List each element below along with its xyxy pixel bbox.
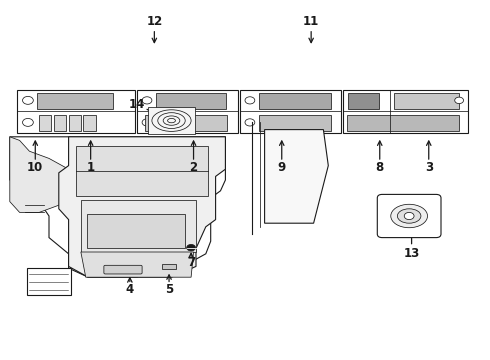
Circle shape (23, 118, 33, 126)
Bar (145, 115, 227, 131)
Circle shape (245, 97, 255, 104)
Text: 2: 2 (190, 161, 197, 174)
Bar (240, 90, 341, 133)
Text: 9: 9 (278, 161, 286, 174)
Bar (27, 268, 71, 295)
Circle shape (23, 96, 33, 104)
Text: 4: 4 (126, 283, 134, 296)
Circle shape (455, 97, 464, 104)
Bar (81, 200, 196, 252)
Bar (17, 90, 135, 133)
Circle shape (245, 119, 255, 126)
Polygon shape (10, 137, 69, 212)
Bar (394, 94, 460, 109)
Bar (39, 115, 51, 131)
Polygon shape (265, 130, 328, 223)
FancyBboxPatch shape (377, 194, 441, 238)
Circle shape (142, 97, 152, 104)
Bar (137, 90, 238, 133)
Bar (69, 115, 81, 131)
Bar (343, 90, 468, 133)
Ellipse shape (391, 204, 427, 228)
Bar (347, 115, 460, 131)
Bar (87, 214, 185, 248)
Text: 8: 8 (376, 161, 384, 174)
Bar (76, 146, 208, 196)
Polygon shape (10, 137, 225, 277)
Bar (148, 107, 195, 134)
Bar (83, 115, 96, 131)
Circle shape (404, 212, 414, 220)
Bar (162, 264, 176, 269)
Polygon shape (81, 252, 194, 277)
Bar (37, 94, 113, 109)
Text: 12: 12 (146, 15, 163, 28)
Bar (259, 115, 331, 131)
Bar (156, 94, 226, 109)
Bar (54, 115, 66, 131)
Bar (259, 94, 331, 109)
Text: 14: 14 (129, 98, 146, 111)
Circle shape (142, 119, 152, 126)
Text: 3: 3 (425, 161, 433, 174)
Polygon shape (59, 137, 225, 277)
Text: 6: 6 (43, 282, 50, 294)
Text: 7: 7 (187, 256, 195, 269)
Text: 10: 10 (27, 161, 44, 174)
Text: 5: 5 (165, 283, 173, 296)
Circle shape (187, 244, 196, 251)
Text: 13: 13 (403, 247, 420, 260)
Text: 1: 1 (87, 161, 95, 174)
Text: 11: 11 (303, 15, 319, 28)
Bar (348, 94, 379, 109)
Ellipse shape (397, 209, 421, 223)
FancyBboxPatch shape (104, 265, 142, 274)
